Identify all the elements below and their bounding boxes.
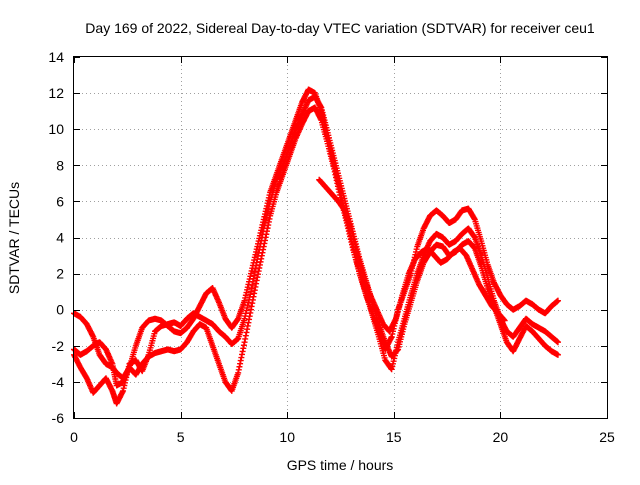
- y-tick-label: 12: [48, 85, 64, 101]
- series-trace-b: [71, 104, 561, 394]
- y-tick-label: 4: [56, 230, 64, 246]
- y-tick-label: 14: [48, 49, 64, 65]
- data-point: [554, 297, 561, 304]
- y-tick-label: 8: [56, 157, 64, 173]
- y-tick-label: -2: [52, 338, 65, 354]
- y-tick-label: 2: [56, 266, 64, 282]
- chart-title: Day 169 of 2022, Sidereal Day-to-day VTE…: [85, 20, 595, 36]
- x-tick-label: 20: [493, 429, 509, 445]
- y-axis-label: SDTVAR / TECUs: [6, 182, 22, 294]
- data-points: [71, 86, 561, 407]
- x-tick-label: 25: [599, 429, 615, 445]
- grid: [74, 57, 607, 418]
- y-tick-label: 0: [56, 302, 64, 318]
- y-tick-label: -6: [52, 410, 65, 426]
- x-axis-label: GPS time / hours: [287, 457, 394, 473]
- data-point: [554, 351, 561, 358]
- x-tick-label: 10: [279, 429, 295, 445]
- series-trace-c: [71, 93, 561, 407]
- x-tick-label: 15: [386, 429, 402, 445]
- series-trace-a: [71, 86, 561, 382]
- y-tick-label: 10: [48, 121, 64, 137]
- x-tick-label: 0: [70, 429, 78, 445]
- axis-ticks: 0 5 10 15 20 25 -6 -4 -2 0 2 4 6 8 10 12 14: [48, 49, 615, 445]
- y-tick-label: -4: [52, 374, 65, 390]
- series-trace-d: [316, 176, 508, 335]
- y-tick-label: 6: [56, 193, 64, 209]
- plot-frame: [73, 56, 608, 419]
- x-tick-label: 5: [177, 429, 185, 445]
- data-point: [554, 339, 561, 346]
